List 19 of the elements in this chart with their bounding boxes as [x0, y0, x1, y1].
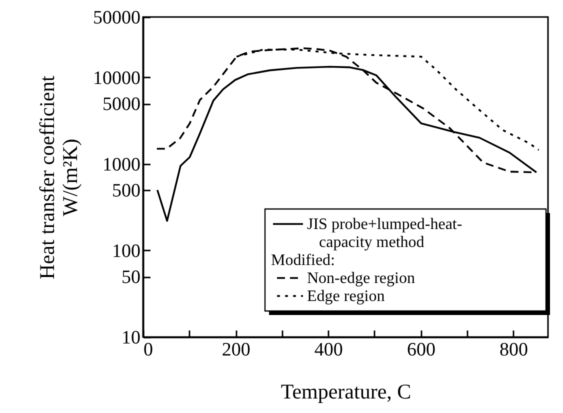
x-tick-label: 0 — [144, 340, 153, 360]
x-axis-title: Temperature, C — [280, 380, 412, 404]
y-tick-label: 10 — [122, 328, 140, 348]
y-tick-label: 100 — [112, 240, 140, 262]
y-tick-label: 5000 — [102, 94, 140, 116]
y-axis-title: Heat transfer coefficient W/(m²K) — [35, 76, 82, 280]
legend-label: Non-edge region — [307, 270, 415, 287]
y-tick-label: 50 — [122, 267, 140, 288]
x-tick-label: 200 — [222, 340, 250, 360]
y-tick-label: 10000 — [93, 68, 140, 89]
y-tick-label: 50000 — [93, 8, 140, 28]
legend-label: Edge region — [307, 288, 385, 305]
annotation: Modified: — [271, 252, 335, 269]
legend-label: JIS probe+lumped-heat-capacity method — [307, 216, 462, 251]
x-tick-label: 400 — [314, 340, 343, 360]
x-tick-label: 600 — [406, 340, 436, 360]
y-tick-label: 1000 — [102, 154, 140, 176]
y-tick-label: 500 — [112, 180, 140, 202]
x-tick-label: 800 — [500, 340, 528, 360]
